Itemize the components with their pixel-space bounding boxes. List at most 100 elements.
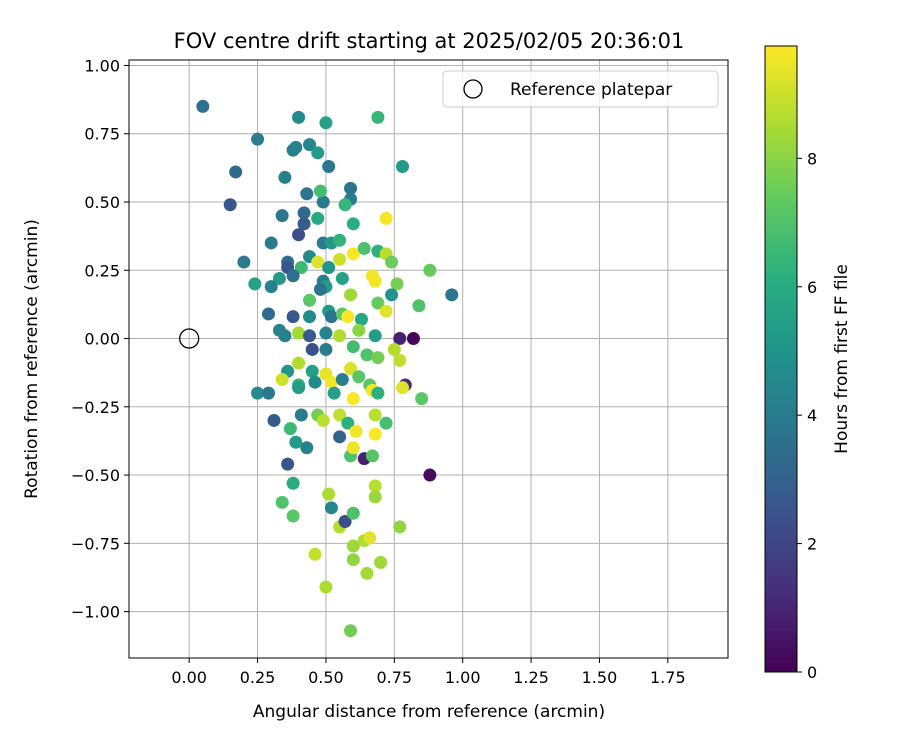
- y-tick-label: −1.00: [71, 603, 120, 622]
- data-point: [313, 282, 327, 296]
- x-tick-label: 1.75: [650, 668, 686, 687]
- data-point: [305, 364, 319, 378]
- data-point: [368, 274, 382, 288]
- data-point: [324, 310, 338, 324]
- data-point: [275, 209, 289, 223]
- data-point: [360, 348, 374, 362]
- data-point: [311, 255, 325, 269]
- data-point: [341, 310, 355, 324]
- data-point: [196, 99, 210, 113]
- x-tick-label: 1.00: [445, 668, 481, 687]
- data-point: [346, 441, 360, 455]
- data-point: [371, 110, 385, 124]
- data-point: [300, 187, 314, 201]
- data-point: [286, 310, 300, 324]
- data-point: [374, 555, 388, 569]
- data-point: [294, 408, 308, 422]
- data-point: [251, 386, 265, 400]
- data-point: [289, 140, 303, 154]
- y-axis-ticks: 1.00 0.75 0.50 0.25 0.00 −0.25 −0.50 −0.75 −1.00: [71, 56, 129, 622]
- data-point: [286, 269, 300, 283]
- plot-frame: [128, 59, 729, 659]
- data-point: [349, 424, 363, 438]
- data-point: [423, 263, 437, 277]
- x-tick-label: 1.25: [513, 668, 549, 687]
- data-point: [248, 277, 262, 291]
- data-point: [333, 233, 347, 247]
- colorbar-tick-label: 8: [807, 149, 817, 168]
- data-point: [272, 271, 286, 285]
- data-point: [316, 413, 330, 427]
- data-point: [275, 495, 289, 509]
- data-point: [393, 353, 407, 367]
- data-point: [346, 217, 360, 231]
- data-point: [322, 487, 336, 501]
- data-point: [275, 372, 289, 386]
- colorbar-tick-label: 4: [807, 406, 817, 425]
- data-point: [385, 255, 399, 269]
- y-tick-label: −0.25: [71, 398, 120, 417]
- data-point: [333, 430, 347, 444]
- x-tick-label: 0.75: [376, 668, 412, 687]
- data-point: [319, 342, 333, 356]
- data-point: [261, 307, 275, 321]
- data-point: [423, 468, 437, 482]
- data-point: [368, 329, 382, 343]
- data-point: [319, 580, 333, 594]
- data-point: [283, 422, 297, 436]
- y-tick-label: 0.00: [84, 330, 120, 349]
- data-point: [316, 195, 330, 209]
- data-point: [327, 386, 341, 400]
- data-point: [305, 342, 319, 356]
- data-point: [396, 159, 410, 173]
- x-tick-label: 1.50: [582, 668, 618, 687]
- data-point: [406, 332, 420, 346]
- data-point: [344, 624, 358, 638]
- data-point: [393, 332, 407, 346]
- data-point: [346, 392, 360, 406]
- data-point: [379, 211, 393, 225]
- legend-marker-reference: [463, 79, 483, 99]
- data-point: [335, 271, 349, 285]
- grid: [129, 60, 728, 658]
- data-point: [344, 181, 358, 195]
- data-point: [396, 381, 410, 395]
- data-point: [300, 441, 314, 455]
- x-axis-ticks: 0.00 0.25 0.50 0.75 1.00 1.25 1.50 1.75: [171, 658, 686, 687]
- data-point: [346, 506, 360, 520]
- data-point: [341, 416, 355, 430]
- data-point: [292, 356, 306, 370]
- data-point: [324, 501, 338, 515]
- data-point: [333, 252, 347, 266]
- y-tick-label: −0.75: [71, 534, 120, 553]
- data-point: [333, 408, 347, 422]
- data-point: [379, 304, 393, 318]
- colorbar-tick-label: 2: [807, 535, 817, 554]
- data-point: [445, 288, 459, 302]
- data-point: [292, 326, 306, 340]
- data-point: [303, 138, 317, 152]
- data-point: [346, 340, 360, 354]
- data-point: [333, 329, 347, 343]
- data-point: [286, 509, 300, 523]
- data-point: [379, 416, 393, 430]
- data-point: [278, 329, 292, 343]
- data-point: [278, 170, 292, 184]
- data-point: [261, 386, 275, 400]
- data-point: [237, 255, 251, 269]
- data-point: [294, 261, 308, 275]
- y-tick-label: 0.25: [84, 261, 120, 280]
- data-point: [371, 386, 385, 400]
- data-point: [319, 326, 333, 340]
- data-point: [322, 261, 336, 275]
- data-point: [387, 342, 401, 356]
- y-tick-label: −0.50: [71, 466, 120, 485]
- data-point: [289, 435, 303, 449]
- data-point: [346, 539, 360, 553]
- data-point: [354, 312, 368, 326]
- legend-box: [442, 70, 719, 108]
- data-point: [319, 116, 333, 130]
- data-point: [223, 198, 237, 212]
- data-point: [308, 547, 322, 561]
